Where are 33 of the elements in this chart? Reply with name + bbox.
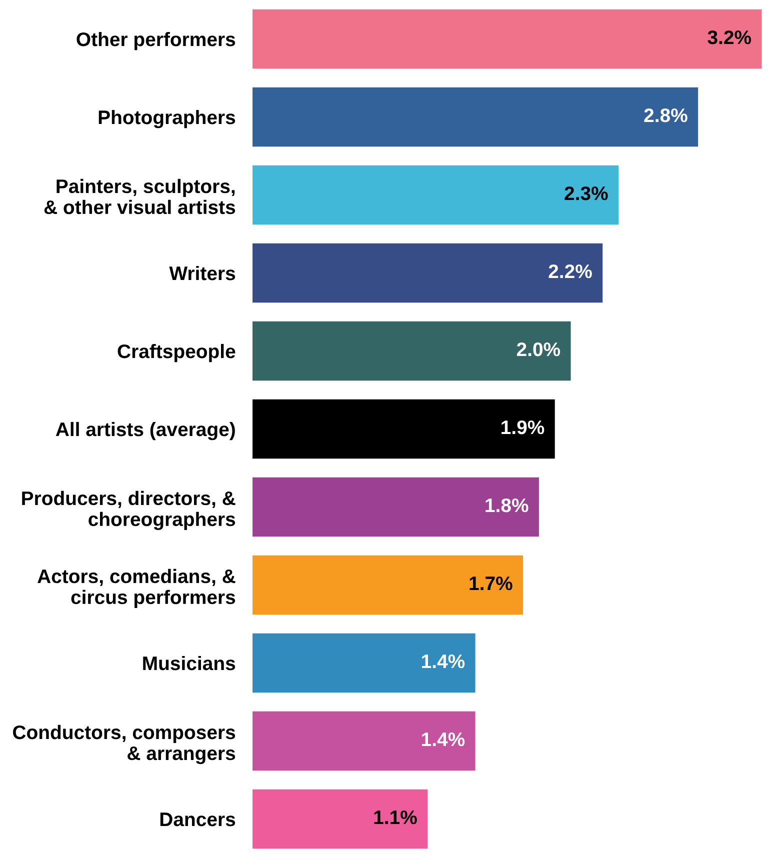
bar [252,399,555,459]
bar [252,789,428,849]
y-tick-label: Photographers [98,110,236,128]
bar [252,165,619,225]
y-tick-label: Producers, directors, & choreographers [22,490,236,530]
y-tick-label: Dancers [160,812,236,826]
bar [252,477,539,537]
bar [252,633,476,693]
data-label: 2.0% [516,342,560,356]
bar [252,555,524,615]
bar [252,9,762,69]
data-label: 1.1% [374,810,417,824]
data-label: 3.2% [708,30,752,44]
bar [252,87,698,147]
bar [252,243,603,303]
y-tick-label: Actors, comedians, & circus performers [38,568,236,608]
y-tick-label: Other performers [76,32,236,50]
data-label: 1.9% [502,420,544,434]
data-label: 1.4% [422,654,465,668]
y-tick-label: Writers [169,266,236,280]
data-label: 1.4% [422,732,465,746]
data-label: 1.7% [470,576,512,590]
bar [252,711,476,771]
data-label: 2.2% [548,264,592,278]
y-tick-label: Conductors, composers & arrangers [13,724,236,764]
data-label: 2.8% [644,108,688,122]
y-tick-label: Musicians [143,656,236,670]
data-label: 2.3% [564,186,608,200]
y-tick-label: Painters, sculptors, & other visual artists [44,178,236,214]
y-tick-label: All artists (average) [56,422,235,440]
data-label: 1.8% [486,498,528,512]
bar [252,321,571,381]
y-tick-label: Craftspeople [118,344,236,362]
